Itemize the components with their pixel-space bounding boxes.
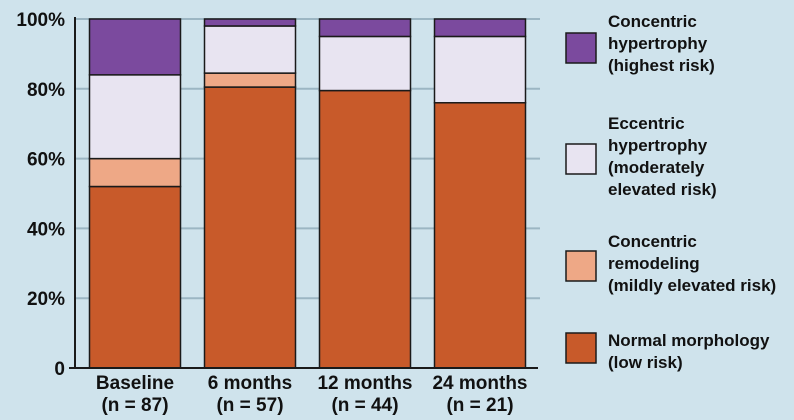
x-axis-labels: Baseline(n = 87) 6 months(n = 57) 12 month… bbox=[96, 373, 528, 416]
bar-segment bbox=[433, 102, 527, 369]
bars bbox=[88, 18, 527, 369]
legend-label: hypertrophy bbox=[608, 34, 708, 53]
bar-segment bbox=[88, 18, 182, 76]
legend-label: Eccentric bbox=[608, 114, 685, 133]
x-tick-label: (n = 21) bbox=[446, 395, 513, 416]
bar-segment bbox=[88, 185, 182, 369]
legend-label: Concentric bbox=[608, 12, 697, 31]
x-tick-label: (n = 44) bbox=[331, 395, 398, 416]
y-tick-label: 0 bbox=[54, 359, 65, 380]
bar-segment bbox=[203, 72, 297, 88]
bar-segment bbox=[88, 74, 182, 160]
bar-segment bbox=[203, 18, 297, 27]
legend-label: (highest risk) bbox=[608, 56, 715, 75]
x-tick-label: (n = 87) bbox=[101, 395, 168, 416]
x-tick-label: 12 months bbox=[317, 373, 412, 394]
legend-swatch bbox=[565, 332, 597, 364]
legend-label: hypertrophy bbox=[608, 136, 708, 155]
bar-segment bbox=[433, 35, 527, 104]
bar-segment bbox=[318, 18, 412, 38]
x-tick-label: 6 months bbox=[208, 373, 292, 394]
bar-segment bbox=[433, 18, 527, 38]
legend-swatch bbox=[565, 250, 597, 282]
bar-segment bbox=[203, 25, 297, 74]
y-tick-label: 100% bbox=[16, 10, 65, 31]
x-tick-label: 24 months bbox=[432, 373, 527, 394]
y-tick-label: 20% bbox=[27, 289, 65, 310]
y-tick-label: 80% bbox=[27, 80, 65, 101]
legend-label: elevated risk) bbox=[608, 180, 717, 199]
y-axis: 0 20% 40% 60% 80% 100% bbox=[16, 10, 538, 380]
x-tick-label: (n = 57) bbox=[216, 395, 283, 416]
bar-segment bbox=[318, 35, 412, 92]
y-tick-label: 40% bbox=[27, 219, 65, 240]
legend-label: (low risk) bbox=[608, 353, 683, 372]
legend-label: remodeling bbox=[608, 254, 700, 273]
x-tick-label: Baseline bbox=[96, 373, 174, 394]
bar-segment bbox=[318, 89, 412, 369]
legend-label: (mildly elevated risk) bbox=[608, 276, 776, 295]
legend-swatch bbox=[565, 32, 597, 64]
y-tick-label: 60% bbox=[27, 150, 65, 171]
legend-label: Normal morphology bbox=[608, 331, 770, 350]
legend-label: (moderately bbox=[608, 158, 705, 177]
legend: Concentric hypertrophy (highest risk) Eccen… bbox=[565, 12, 776, 372]
bar-segment bbox=[203, 86, 297, 369]
legend-swatch bbox=[565, 143, 597, 175]
legend-label: Concentric bbox=[608, 232, 697, 251]
bar-segment bbox=[88, 157, 182, 188]
